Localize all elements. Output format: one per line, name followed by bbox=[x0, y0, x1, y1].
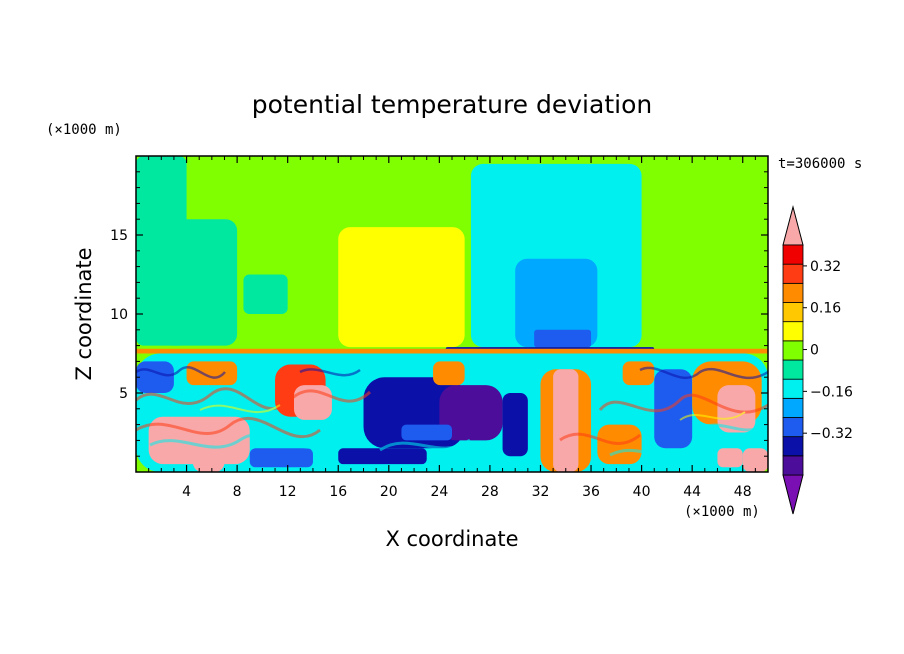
x-tick-label: 44 bbox=[683, 484, 701, 500]
y-tick-label: 10 bbox=[110, 307, 128, 323]
colorbar-segment bbox=[782, 455, 804, 476]
contour-region bbox=[401, 424, 452, 441]
contour-region bbox=[136, 348, 768, 354]
colorbar-label: −0.32 bbox=[810, 426, 853, 442]
contour-region bbox=[186, 361, 238, 386]
colorbar-label: −0.16 bbox=[810, 384, 853, 400]
x-axis-unit: (×1000 m) bbox=[684, 504, 760, 520]
colorbar-segment bbox=[782, 321, 804, 342]
time-label: t=306000 s bbox=[778, 156, 862, 172]
y-axis-unit: (×1000 m) bbox=[46, 122, 122, 138]
contour-region bbox=[136, 361, 174, 393]
chart-title: potential temperature deviation bbox=[252, 90, 652, 119]
contour-region bbox=[192, 432, 225, 472]
contour-region bbox=[717, 385, 756, 433]
contour-region bbox=[439, 385, 503, 441]
colorbar: −0.32 −0.16 0 0.16 0.32 bbox=[782, 205, 853, 515]
x-tick-label: 24 bbox=[430, 484, 448, 500]
x-axis-ticks: 4 8 12 16 20 24 28 32 36 40 44 48 bbox=[148, 156, 756, 500]
colorbar-segment bbox=[782, 340, 804, 361]
x-tick-label: 4 bbox=[182, 484, 191, 500]
x-tick-label: 28 bbox=[481, 484, 499, 500]
x-axis-label: X coordinate bbox=[385, 527, 518, 551]
colorbar-segment bbox=[782, 436, 804, 457]
y-axis-label: Z coordinate bbox=[72, 247, 96, 380]
contour-region bbox=[243, 274, 288, 314]
y-tick-label: 15 bbox=[110, 228, 128, 244]
colorbar-label: 0.32 bbox=[810, 259, 841, 275]
colorbar-arrow-bottom bbox=[782, 474, 804, 515]
colorbar-segment bbox=[782, 417, 804, 438]
colorbar-segment bbox=[782, 359, 804, 380]
colorbar-label: 0.16 bbox=[810, 301, 841, 317]
x-tick-label: 32 bbox=[532, 484, 550, 500]
contour-region bbox=[622, 361, 655, 386]
contour-region bbox=[654, 369, 693, 449]
colorbar-segment bbox=[782, 397, 804, 418]
contour-region bbox=[717, 448, 743, 468]
colorbar-label: 0 bbox=[810, 343, 819, 359]
x-tick-label: 48 bbox=[734, 484, 752, 500]
y-axis-ticks: 5 10 15 bbox=[110, 171, 768, 457]
lower-turbulence-texture bbox=[136, 366, 768, 457]
contour-region bbox=[338, 227, 465, 348]
colorbar-segment bbox=[782, 263, 804, 284]
y-tick-label: 5 bbox=[119, 386, 128, 402]
x-tick-label: 12 bbox=[279, 484, 297, 500]
contour-region bbox=[515, 258, 598, 348]
contour-region bbox=[742, 448, 768, 472]
contour-region bbox=[534, 329, 592, 348]
contour-region bbox=[433, 361, 465, 386]
contour-region bbox=[161, 219, 238, 346]
contour-field bbox=[136, 156, 768, 472]
colorbar-segment bbox=[782, 282, 804, 303]
contour-region bbox=[553, 369, 579, 472]
x-tick-label: 20 bbox=[380, 484, 398, 500]
colorbar-segment bbox=[782, 378, 804, 399]
colorbar-arrow-top bbox=[782, 205, 804, 246]
x-tick-label: 36 bbox=[582, 484, 600, 500]
colorbar-segment bbox=[782, 244, 804, 265]
x-tick-label: 8 bbox=[233, 484, 242, 500]
contour-region bbox=[338, 448, 427, 465]
colorbar-segment bbox=[782, 302, 804, 323]
x-tick-label: 40 bbox=[633, 484, 651, 500]
x-tick-label: 16 bbox=[329, 484, 347, 500]
contour-region bbox=[249, 448, 313, 468]
contour-region bbox=[502, 393, 528, 457]
